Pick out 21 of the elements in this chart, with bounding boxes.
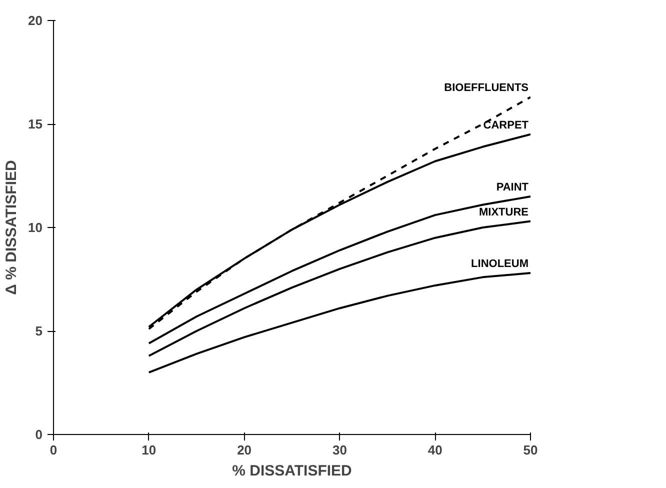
series-label: PAINT (496, 181, 529, 194)
series-label: BIOEFFLUENTS (444, 82, 529, 94)
line-series (148, 220, 530, 357)
x-tick-label: 40 (428, 442, 442, 458)
x-axis-title: % DISSATISFIED (232, 462, 352, 480)
x-tick-label: 0 (50, 442, 58, 458)
x-tick-label: 30 (332, 442, 347, 458)
series-label: LINOLEUM (471, 258, 529, 270)
x-tick-label: 50 (523, 442, 538, 458)
x-tick-label: 10 (142, 442, 156, 458)
y-tick-label: 15 (28, 116, 43, 132)
y-tick-label: 10 (28, 220, 43, 235)
y-axis-title: Δ % DISSATISFIED (3, 160, 20, 295)
y-tick-label: 5 (35, 324, 43, 338)
series-label: MIXTURE (479, 206, 528, 218)
line-series (148, 195, 530, 344)
line-series (148, 272, 530, 374)
y-tick-label: 0 (35, 427, 43, 442)
x-tick-label: 20 (237, 442, 252, 458)
series-label: CARPET (483, 119, 529, 132)
y-tick-label: 20 (28, 13, 43, 28)
